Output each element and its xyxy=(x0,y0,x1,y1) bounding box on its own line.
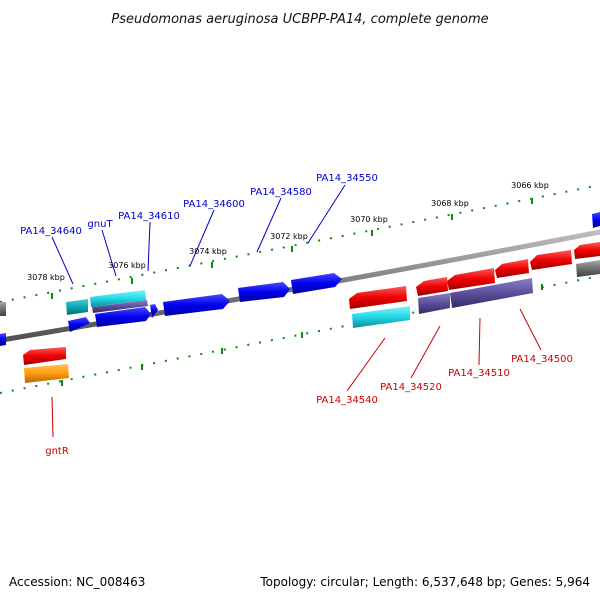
gene-label-PA14_34640[interactable]: PA14_34640 xyxy=(20,226,82,237)
reverse-minor-ticks xyxy=(0,275,600,394)
gene-arrow-grey[interactable] xyxy=(576,260,600,277)
gene-arrow-PA14_34500[interactable] xyxy=(495,259,529,278)
gene-label-gnuT[interactable]: gnuT xyxy=(87,219,113,230)
forward-scale-track xyxy=(0,184,600,303)
gene-arrow-PA14_34610[interactable] xyxy=(95,307,151,327)
forward-major-ticks xyxy=(51,198,533,299)
connector-PA14_34520 xyxy=(410,325,441,379)
connector-PA14_34510 xyxy=(478,317,481,366)
connector-gnuT xyxy=(101,229,117,277)
gene-arrow-PA14_34640-rna[interactable] xyxy=(66,299,88,315)
gene-label-PA14_34510[interactable]: PA14_34510 xyxy=(448,368,510,379)
gene-arrow-PA14_34640[interactable] xyxy=(68,317,90,332)
gene-arrow-PA14_34550[interactable] xyxy=(291,273,342,294)
gene-arrow-red-3[interactable] xyxy=(530,250,572,270)
gene-arrow-edge-left[interactable] xyxy=(0,333,6,346)
gene-arrow-red-4[interactable] xyxy=(574,242,600,259)
gene-label-PA14_34600[interactable]: PA14_34600 xyxy=(183,199,245,210)
gene-label-PA14_34580[interactable]: PA14_34580 xyxy=(250,187,312,198)
map-title: Pseudomonas aeruginosa UCBPP-PA14, compl… xyxy=(111,12,488,27)
label-connectors xyxy=(51,184,542,438)
gene-arrow-PA14_34600[interactable] xyxy=(163,294,230,316)
forward-minor-ticks xyxy=(0,184,600,303)
gene-label-PA14_34610[interactable]: PA14_34610 xyxy=(118,211,180,222)
gene-arrow-PA14_34510[interactable] xyxy=(450,278,533,308)
gene-arrow-edge-right[interactable] xyxy=(592,212,600,228)
connector-PA14_34580 xyxy=(256,197,282,253)
gene-label-PA14_34520[interactable]: PA14_34520 xyxy=(380,382,442,393)
gene-label-PA14_34540[interactable]: PA14_34540 xyxy=(316,395,378,406)
gene-label-gntR[interactable]: gntR xyxy=(45,446,69,457)
major-tick xyxy=(291,246,293,252)
reverse-scale-track xyxy=(0,275,600,394)
major-tick xyxy=(211,262,213,268)
major-tick xyxy=(301,332,303,338)
forward-gene-labels: PA14_34640 gnuT PA14_34610 PA14_34600 PA… xyxy=(20,173,378,237)
gene-arrow-PA14_34540-red[interactable] xyxy=(349,286,407,309)
major-tick xyxy=(541,284,543,290)
connector-PA14_34610 xyxy=(147,221,151,272)
connector-PA14_34600 xyxy=(189,209,215,267)
genome-summary-text: Topology: circular; Length: 6,537,648 bp… xyxy=(259,575,590,589)
tick-label: 3072 kbp xyxy=(270,232,308,241)
tick-label: 3068 kbp xyxy=(431,199,469,208)
reverse-gene-labels: gntR PA14_34540 PA14_34520 PA14_34510 PA… xyxy=(45,354,573,457)
major-tick xyxy=(141,364,143,370)
major-tick xyxy=(451,214,453,220)
major-tick xyxy=(61,380,63,386)
accession-text: Accession: NC_008463 xyxy=(9,575,145,589)
gene-arrow-PA14_34580[interactable] xyxy=(238,282,290,302)
tick-label: 3078 kbp xyxy=(27,273,65,282)
tick-label: 3076 kbp xyxy=(108,261,146,270)
tick-labels: 3066 kbp 3068 kbp 3070 kbp 3072 kbp 3074… xyxy=(27,181,549,282)
gene-arrow-gnuT[interactable] xyxy=(90,290,146,307)
major-tick xyxy=(531,198,533,204)
forward-genes xyxy=(0,212,600,346)
major-tick xyxy=(221,348,223,354)
connector-gntR xyxy=(51,396,54,438)
major-tick xyxy=(371,230,373,236)
connector-PA14_34550 xyxy=(307,184,346,244)
tick-label: 3066 kbp xyxy=(511,181,549,190)
gene-arrow-small[interactable] xyxy=(150,304,158,318)
gene-arrow-edge-grey[interactable] xyxy=(0,302,6,316)
connector-PA14_34640 xyxy=(51,236,74,285)
gene-arrow-gntR[interactable] xyxy=(24,364,69,383)
gene-label-PA14_34550[interactable]: PA14_34550 xyxy=(316,173,378,184)
gene-arrow-red-2[interactable] xyxy=(447,268,495,290)
gene-label-PA14_34500[interactable]: PA14_34500 xyxy=(511,354,573,365)
tick-label: 3074 kbp xyxy=(189,247,227,256)
gene-arrow-PA14_34540[interactable] xyxy=(352,306,410,328)
connector-PA14_34500 xyxy=(519,308,542,351)
major-tick xyxy=(51,293,53,299)
major-tick xyxy=(131,278,133,284)
gene-arrow-red-1[interactable] xyxy=(416,277,448,296)
connector-PA14_34540 xyxy=(346,337,386,392)
gene-arrow-PA14_34520[interactable] xyxy=(418,293,450,314)
reverse-genes xyxy=(23,242,600,383)
gene-arrow-gnuT-sub[interactable] xyxy=(92,300,148,313)
gene-arrow-gntR-red[interactable] xyxy=(23,347,66,365)
tick-label: 3070 kbp xyxy=(350,215,388,224)
